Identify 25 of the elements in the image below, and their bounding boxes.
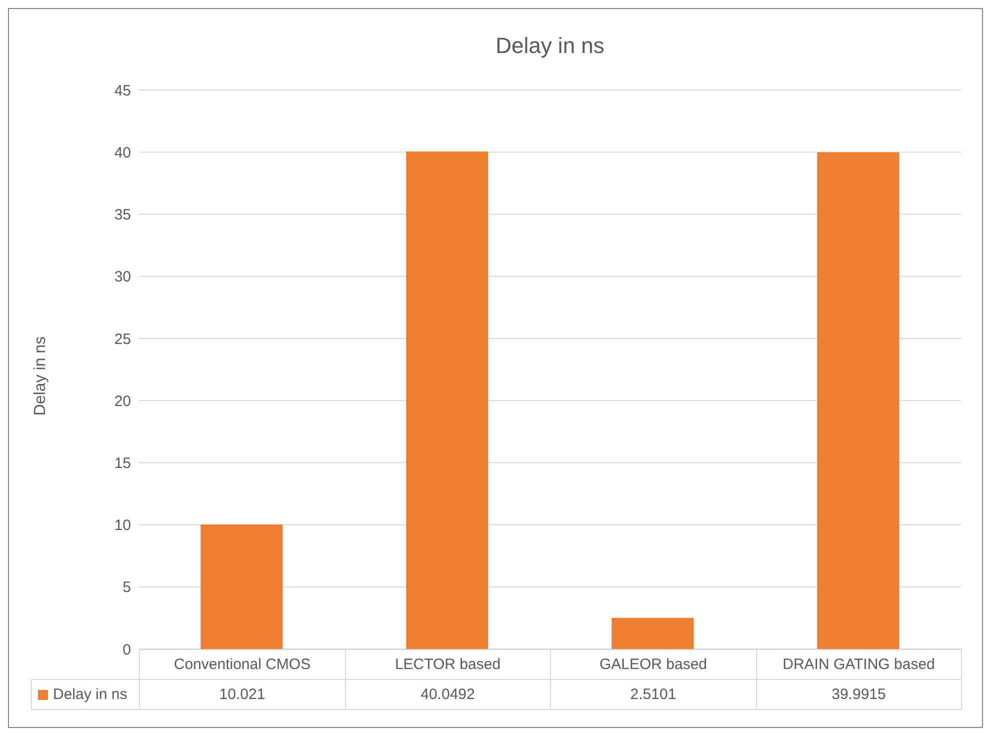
y-tick-label: 0 (122, 641, 131, 658)
bar (612, 618, 694, 649)
chart-title: Delay in ns (494, 33, 606, 59)
y-tick-label: 25 (114, 330, 131, 348)
x-tick-label: Conventional CMOS (139, 649, 346, 680)
data-label: 39.9915 (756, 679, 962, 710)
legend-label: Delay in ns (31, 679, 140, 710)
bar (200, 524, 283, 649)
y-tick-label: 10 (114, 517, 131, 534)
data-label: 10.021 (139, 679, 346, 710)
y-tick-label: 5 (122, 579, 131, 596)
bar (817, 152, 900, 649)
x-tick-label: LECTOR based (344, 649, 551, 680)
y-tick-label: 15 (114, 454, 131, 472)
y-tick-label: 35 (114, 206, 131, 224)
data-label: 40.0492 (344, 679, 551, 710)
y-tick-label: 20 (114, 392, 131, 410)
bar (406, 152, 488, 649)
y-axis-title: Delay in ns (32, 336, 50, 416)
y-tick-label: 30 (114, 268, 131, 286)
x-tick-label: DRAIN GATING based (756, 649, 962, 680)
x-tick-label: GALEOR based (550, 649, 756, 680)
y-tick-label: 45 (114, 82, 131, 100)
y-tick-label: 40 (114, 144, 131, 162)
data-label: 2.5101 (550, 679, 756, 710)
